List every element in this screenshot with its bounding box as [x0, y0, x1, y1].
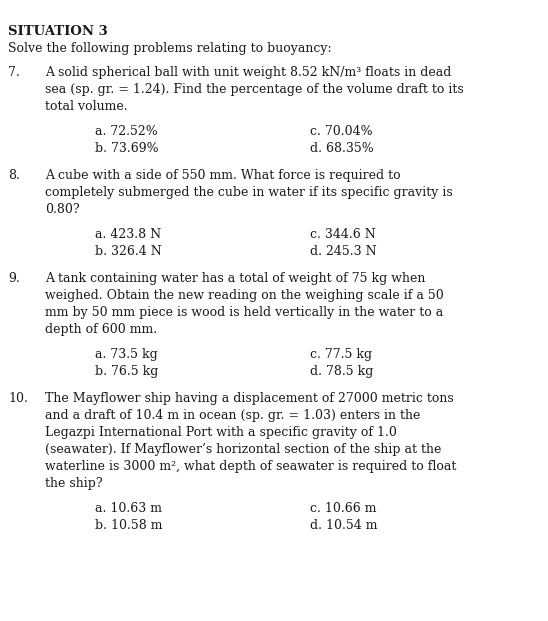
Text: d. 68.35%: d. 68.35% [310, 142, 374, 155]
Text: d. 78.5 kg: d. 78.5 kg [310, 365, 373, 378]
Text: the ship?: the ship? [45, 477, 102, 490]
Text: a. 72.52%: a. 72.52% [95, 125, 158, 138]
Text: a. 423.8 N: a. 423.8 N [95, 228, 161, 241]
Text: c. 10.66 m: c. 10.66 m [310, 502, 376, 515]
Text: 9.: 9. [8, 272, 20, 285]
Text: completely submerged the cube in water if its specific gravity is: completely submerged the cube in water i… [45, 186, 453, 199]
Text: c. 77.5 kg: c. 77.5 kg [310, 348, 372, 361]
Text: A solid spherical ball with unit weight 8.52 kN/m³ floats in dead: A solid spherical ball with unit weight … [45, 66, 452, 79]
Text: d. 10.54 m: d. 10.54 m [310, 519, 378, 532]
Text: 7.: 7. [8, 66, 20, 79]
Text: c. 70.04%: c. 70.04% [310, 125, 373, 138]
Text: The Mayflower ship having a displacement of 27000 metric tons: The Mayflower ship having a displacement… [45, 392, 454, 405]
Text: A cube with a side of 550 mm. What force is required to: A cube with a side of 550 mm. What force… [45, 169, 401, 182]
Text: a. 10.63 m: a. 10.63 m [95, 502, 162, 515]
Text: sea (sp. gr. = 1.24). Find the percentage of the volume draft to its: sea (sp. gr. = 1.24). Find the percentag… [45, 83, 464, 96]
Text: Legazpi International Port with a specific gravity of 1.0: Legazpi International Port with a specif… [45, 426, 397, 439]
Text: total volume.: total volume. [45, 100, 128, 113]
Text: 0.80?: 0.80? [45, 203, 79, 216]
Text: weighed. Obtain the new reading on the weighing scale if a 50: weighed. Obtain the new reading on the w… [45, 289, 444, 302]
Text: a. 73.5 kg: a. 73.5 kg [95, 348, 158, 361]
Text: 10.: 10. [8, 392, 28, 405]
Text: mm by 50 mm piece is wood is held vertically in the water to a: mm by 50 mm piece is wood is held vertic… [45, 306, 443, 319]
Text: SITUATION 3: SITUATION 3 [8, 25, 108, 38]
Text: and a draft of 10.4 m in ocean (sp. gr. = 1.03) enters in the: and a draft of 10.4 m in ocean (sp. gr. … [45, 409, 420, 422]
Text: b. 10.58 m: b. 10.58 m [95, 519, 163, 532]
Text: (seawater). If Mayflower’s horizontal section of the ship at the: (seawater). If Mayflower’s horizontal se… [45, 443, 441, 456]
Text: 8.: 8. [8, 169, 20, 182]
Text: waterline is 3000 m², what depth of seawater is required to float: waterline is 3000 m², what depth of seaw… [45, 460, 456, 473]
Text: b. 76.5 kg: b. 76.5 kg [95, 365, 158, 378]
Text: d. 245.3 N: d. 245.3 N [310, 245, 376, 258]
Text: A tank containing water has a total of weight of 75 kg when: A tank containing water has a total of w… [45, 272, 425, 285]
Text: Solve the following problems relating to buoyancy:: Solve the following problems relating to… [8, 42, 332, 55]
Text: b. 326.4 N: b. 326.4 N [95, 245, 162, 258]
Text: depth of 600 mm.: depth of 600 mm. [45, 323, 157, 336]
Text: b. 73.69%: b. 73.69% [95, 142, 158, 155]
Text: c. 344.6 N: c. 344.6 N [310, 228, 376, 241]
